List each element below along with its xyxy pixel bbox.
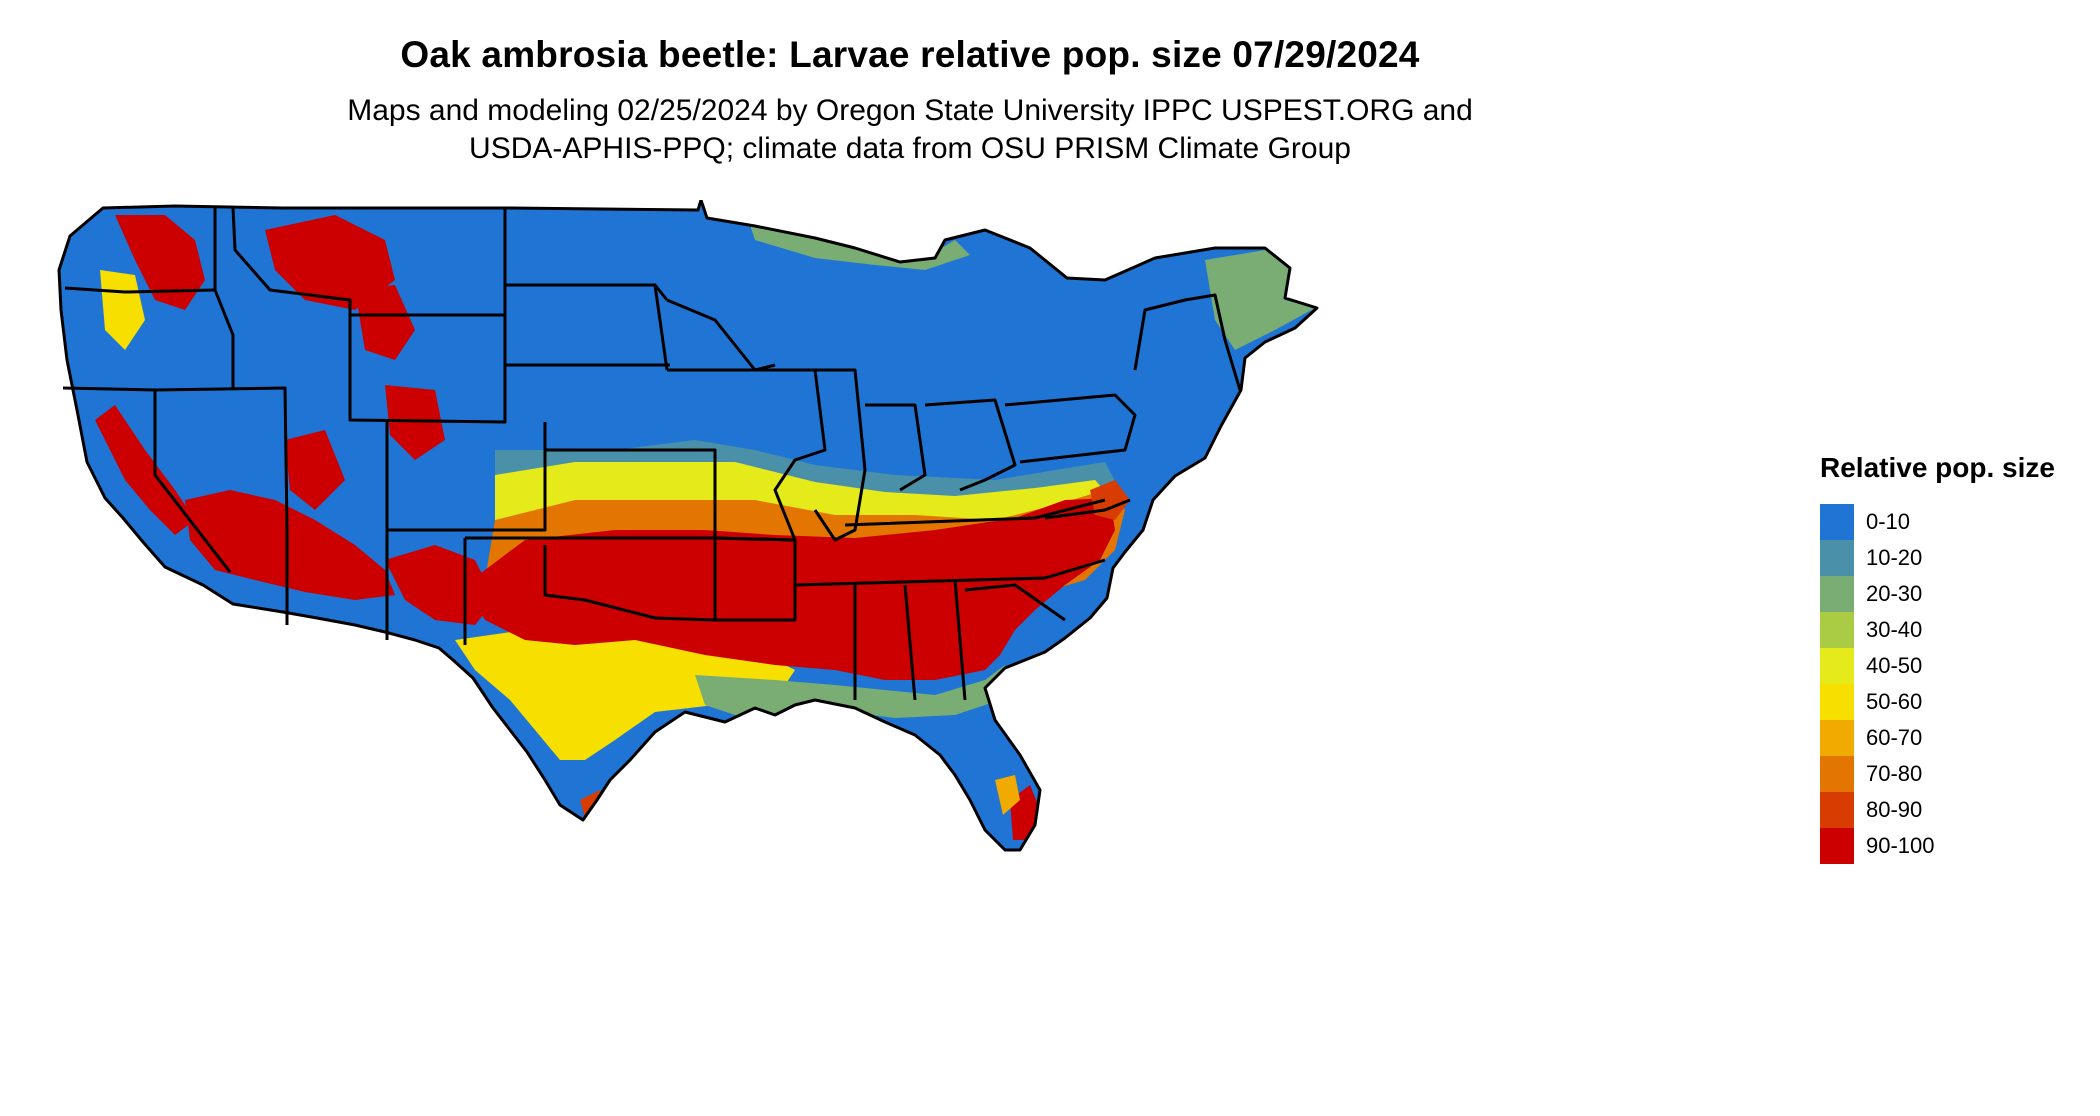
border-minnesota-wisconsin [666,298,776,372]
legend-swatch [1820,612,1854,648]
border-oregon-california [62,386,156,392]
legend-item: 50-60 [1820,684,2080,720]
state-borders [57,200,1319,852]
zone-idaho-montana-90-100 [265,215,395,310]
legend-item: 30-40 [1820,612,2080,648]
border-mississippi-alabama [853,579,967,701]
map-subtitle: Maps and modeling 02/25/2024 by Oregon S… [0,92,1820,168]
legend-swatch [1820,504,1854,540]
legend-label: 80-90 [1866,797,1923,822]
border-indiana-ohio [865,398,1017,492]
legend-items: 0-10 10-20 20-30 30-40 40-50 50-60 60-70… [1820,504,2080,864]
legend-label: 70-80 [1866,761,1923,786]
border-nevada-utah [154,386,289,531]
legend-item: 80-90 [1820,792,2080,828]
zone-california-valley-90-100 [95,405,195,535]
border-california-nevada [153,390,232,573]
us-outline [57,200,1319,852]
legend-item: 90-100 [1820,828,2080,864]
border-idaho [213,208,235,388]
subtitle-line-1: Maps and modeling 02/25/2024 by Oregon S… [347,94,1473,127]
border-georgia-carolinas [964,583,1066,622]
zone-wyoming-90-100 [355,285,415,360]
border-illinois [813,368,867,542]
legend-swatch [1820,720,1854,756]
risk-zones [59,200,1317,850]
legend-swatch [1820,684,1854,720]
zone-southwest-deserts-90-100 [185,490,395,600]
legend-item: 20-30 [1820,576,2080,612]
legend-item: 40-50 [1820,648,2080,684]
legend-label: 60-70 [1866,725,1923,750]
legend-label: 40-50 [1866,653,1923,678]
legend-swatch [1820,648,1854,684]
legend-label: 10-20 [1866,545,1923,570]
us-population-map [57,200,1319,852]
legend-swatch [1820,792,1854,828]
zone-utah-90-100 [285,430,345,510]
legend: Relative pop. size 0-10 10-20 20-30 30-4… [1820,452,2080,864]
zone-west-texas-90-100 [385,545,495,625]
zone-colorado-90-100 [385,385,445,460]
legend-item: 70-80 [1820,756,2080,792]
legend-swatch [1820,576,1854,612]
zone-lower-gulf-20-30 [695,665,1005,718]
legend-item: 60-70 [1820,720,2080,756]
border-iowa-minn [653,284,669,371]
legend-title: Relative pop. size [1820,452,2055,483]
legend-swatch [1820,828,1854,864]
legend-swatch [1820,756,1854,792]
legend-label: 30-40 [1866,617,1923,642]
border-kentucky-tennessee [844,498,1106,527]
legend-label: 20-30 [1866,581,1923,606]
zone-texas-interior-50-60 [455,625,795,760]
legend-label: 50-60 [1866,689,1923,714]
legend-label: 90-100 [1866,833,1935,858]
zone-southern-core-90-100 [465,498,1115,680]
subtitle-line-2: USDA-APHIS-PPQ; climate data from OSU PR… [469,132,1351,165]
legend-label: 0-10 [1866,509,1911,534]
zone-rockies-north-90-100 [115,215,205,310]
legend-item: 10-20 [1820,540,2080,576]
border-wyoming [348,313,507,424]
legend-item: 0-10 [1820,504,2080,540]
border-pennsylvania-ny [1004,393,1137,464]
border-virginia-nc [1044,498,1131,520]
border-tennessee-south [794,558,1106,587]
border-missouri-iowa [667,368,827,542]
map-title: Oak ambrosia beetle: Larvae relative pop… [400,34,1420,75]
border-new-england [1133,293,1242,391]
legend-swatch [1820,540,1854,576]
border-montana-idaho-wyoming [231,207,352,315]
zone-florida-60-70 [995,775,1020,815]
border-washington-oregon [64,286,216,294]
border-colorado [385,422,547,532]
border-arizona-nm [285,530,389,640]
